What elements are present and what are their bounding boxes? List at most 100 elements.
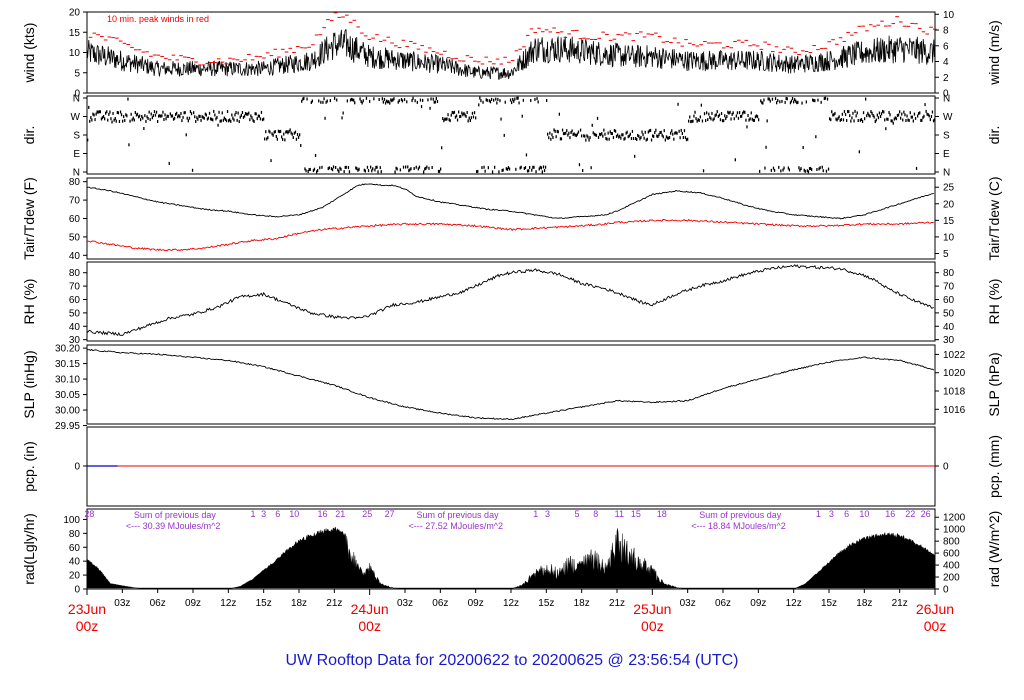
direction-mark [373,97,375,101]
direction-mark [535,170,537,174]
direction-mark [873,115,875,119]
direction-mark [874,120,876,124]
direction-mark [749,117,751,121]
direction-mark [357,168,359,172]
direction-mark [100,117,103,121]
direction-mark [263,117,265,121]
direction-mark [345,165,347,169]
direction-mark [124,119,126,122]
direction-mark [584,134,586,138]
direction-mark [463,111,465,115]
direction-mark [140,118,142,122]
direction-mark [479,96,481,100]
dewpoint-line [86,218,934,252]
radiation-day-number: 11 [615,509,624,519]
direction-mark [112,112,114,115]
direction-mark [502,168,504,172]
direction-mark [417,167,419,171]
direction-mark [243,114,246,118]
direction-mark [149,118,151,122]
direction-mark [756,115,759,119]
ylabel-right-slp: SLP (hPa) [986,352,1002,416]
direction-mark [921,118,923,122]
direction-mark [602,134,604,138]
direction-mark [557,130,559,134]
direction-mark [253,120,255,123]
direction-mark [752,118,754,122]
direction-mark [327,167,329,171]
ytick-label-right-rh: 40 [943,322,955,333]
direction-mark [767,97,769,101]
direction-mark [107,118,109,122]
ytick-label-right-temp: 10 [943,232,955,243]
xtick-label: 21z [326,598,342,609]
direction-mark [110,117,112,121]
direction-mark [101,116,104,120]
direction-mark [621,133,623,137]
direction-mark [644,130,646,134]
direction-mark [477,169,479,173]
direction-mark [862,111,865,115]
direction-mark [175,112,177,116]
direction-mark [318,99,320,103]
direction-mark [672,132,674,136]
direction-mark [361,101,363,105]
direction-mark [407,165,409,169]
direction-mark [388,100,390,104]
direction-mark [682,136,684,139]
direction-mark [914,116,917,120]
direction-mark [513,99,515,103]
direction-mark [520,165,522,169]
direction-mark [841,112,843,116]
radiation-day-number: 28 [84,509,94,519]
direction-mark [720,112,723,115]
direction-mark [200,118,202,122]
direction-mark [166,114,168,118]
direction-mark [394,170,396,174]
direction-mark [838,115,840,119]
direction-mark [548,136,550,140]
direction-mark [352,98,354,102]
direction-mark [667,136,670,140]
direction-mark [837,116,839,120]
direction-mark [247,112,249,116]
direction-mark [834,111,836,115]
direction-mark [265,130,267,134]
direction-mark [650,138,653,142]
ytick-label-left-rad: 0 [74,585,80,596]
ylabel-left-dir: dir. [21,126,37,145]
direction-mark [539,165,541,169]
direction-mark [241,111,244,114]
direction-mark [725,117,727,121]
direction-mark [216,115,218,119]
direction-mark [497,97,499,101]
direction-mark [203,116,205,120]
direction-mark [579,128,582,132]
direction-mark [877,116,880,120]
direction-mark [542,165,545,169]
direction-mark [460,114,462,118]
direction-mark [105,111,107,115]
direction-mark [605,136,607,140]
direction-mark [839,118,841,122]
direction-mark [835,117,837,121]
direction-mark [376,165,378,169]
day-date-label: 25Jun [633,601,671,617]
ytick-label-right-rad: 1200 [943,513,966,524]
ytick-label-right-slp: 1020 [943,368,966,379]
direction-mark [849,114,851,118]
direction-mark [478,103,480,107]
direction-mark [606,137,608,141]
direction-mark [426,165,428,169]
direction-mark [267,136,269,140]
direction-mark [297,135,300,139]
direction-mark [783,166,785,170]
day-date-label: 24Jun [351,601,389,617]
direction-mark [302,97,304,101]
direction-mark [723,119,725,123]
direction-mark [161,114,163,118]
direction-mark [679,136,681,140]
direction-mark [114,117,116,120]
direction-mark [929,118,931,122]
direction-mark [311,99,313,103]
